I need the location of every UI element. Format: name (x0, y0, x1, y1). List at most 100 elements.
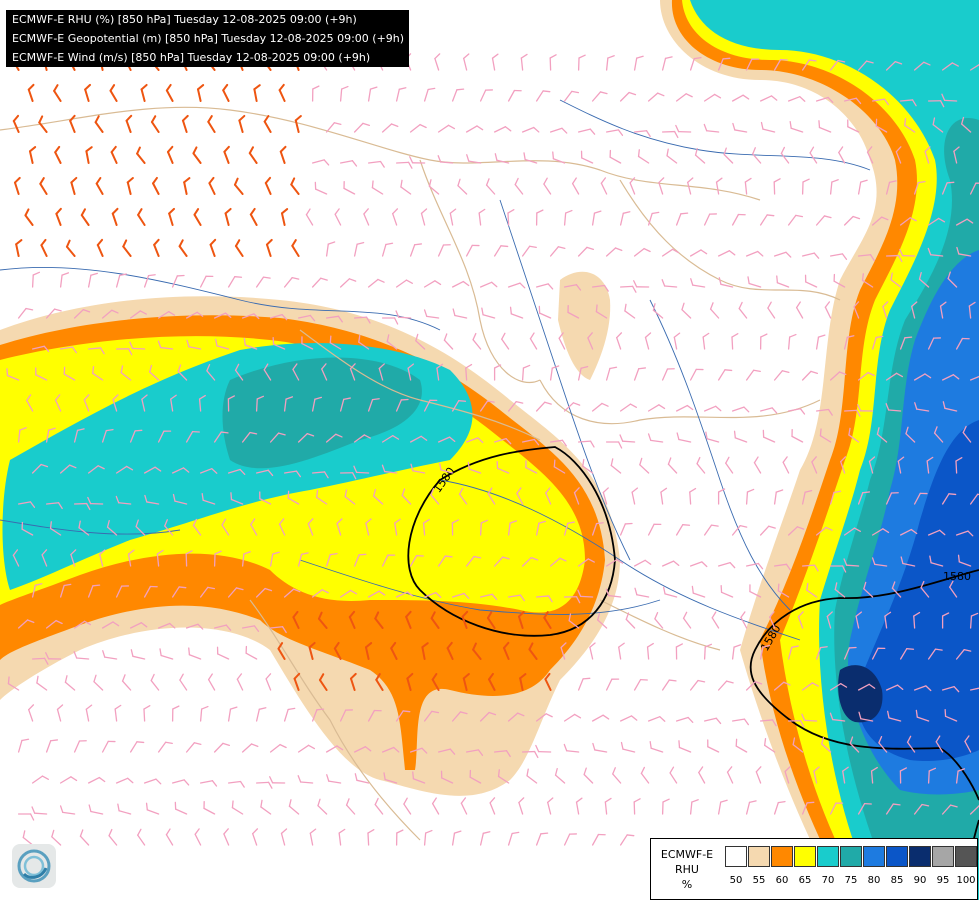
wind-barb (647, 92, 665, 102)
wind-barb (759, 719, 777, 727)
wind-barb (96, 238, 104, 257)
wind-barb (955, 337, 970, 350)
wind-barb (114, 704, 122, 722)
wind-barb (647, 211, 660, 226)
wind-barb (339, 160, 358, 167)
wind-barb (301, 336, 314, 350)
wind-barb (868, 456, 876, 474)
wind-barb (595, 304, 608, 319)
rhu-east-85 (838, 665, 883, 723)
wind-barb (759, 525, 776, 536)
wind-barb (17, 427, 27, 443)
wind-barb (673, 332, 681, 350)
wind-barb (717, 488, 726, 505)
wind-barb (577, 54, 586, 71)
wind-barb (472, 332, 482, 350)
wind-barb (150, 115, 160, 133)
wind-barb (900, 556, 916, 567)
wind-barb (223, 828, 230, 846)
wind-barb (409, 435, 428, 443)
wind-barb (479, 593, 498, 601)
wind-barb (811, 456, 818, 474)
wind-barb (843, 215, 861, 226)
wind-barb (619, 211, 631, 226)
wind-barb (227, 587, 244, 598)
legend-tick-label: 60 (775, 875, 789, 886)
wind-barb (563, 596, 581, 604)
wind-barb (935, 735, 944, 753)
wind-barb (897, 456, 905, 474)
wind-barb (199, 780, 218, 787)
wind-barb (824, 301, 832, 319)
legend-tick-label: 65 (798, 875, 812, 886)
wind-barb (849, 736, 860, 753)
wind-barb (451, 400, 467, 412)
wind-barb (801, 59, 817, 71)
wind-barb (507, 831, 520, 846)
wind-barb (619, 285, 637, 293)
wind-barb (899, 99, 917, 107)
wind-barb (73, 502, 91, 511)
wind-barb (882, 301, 889, 319)
wind-barb (927, 217, 946, 226)
wind-barb (857, 254, 875, 262)
wind-barb (150, 673, 160, 691)
wind-barb (717, 57, 731, 71)
wind-barb (926, 456, 934, 474)
legend-tick-label: 55 (752, 875, 766, 886)
wind-barb (110, 145, 118, 164)
wind-barb (913, 685, 932, 692)
wind-barb (682, 611, 692, 629)
wind-barb (45, 652, 62, 660)
wind-barb (762, 429, 776, 443)
wind-barb (410, 463, 426, 474)
wind-barb (31, 806, 48, 815)
wind-barb (731, 213, 746, 226)
wind-barb (481, 307, 496, 319)
wind-barb (501, 332, 510, 350)
wind-barb (543, 611, 552, 629)
wind-barb (53, 84, 62, 102)
contour-label: 1580 (943, 570, 971, 583)
wind-barb (589, 642, 596, 660)
wind-barb (354, 773, 370, 784)
wind-barb (353, 316, 371, 324)
wind-barb (395, 279, 413, 288)
wind-barb (265, 238, 273, 257)
wind-barb (915, 709, 930, 722)
wind-barb (521, 364, 531, 381)
wind-barb (801, 682, 819, 691)
wind-barb (223, 145, 230, 164)
wind-barb (288, 799, 300, 815)
wind-barb (165, 83, 174, 102)
wind-barb (753, 456, 762, 474)
wind-barb (290, 177, 300, 195)
wind-barb (241, 431, 258, 443)
wind-barb (269, 314, 288, 321)
rhu-east-80 (857, 420, 979, 762)
wind-barb (563, 209, 573, 226)
wind-barb (198, 394, 206, 412)
wind-barb (460, 797, 468, 815)
wind-barb (689, 368, 704, 381)
wind-barb (647, 523, 662, 536)
wind-barb (207, 115, 216, 133)
wind-barb (272, 336, 286, 350)
wind-barb (157, 310, 176, 319)
wind-barb (186, 339, 202, 350)
wind-barb (838, 146, 846, 164)
wind-barb (196, 84, 205, 102)
wind-barb (311, 471, 329, 479)
wind-barb (365, 518, 372, 536)
wind-barb (49, 521, 62, 536)
wind-barb (658, 177, 665, 195)
wind-barb (430, 611, 440, 629)
wind-barb (221, 518, 230, 536)
wind-barb (183, 177, 191, 195)
wind-barb (241, 625, 260, 632)
wind-barb (115, 495, 132, 505)
wind-barb (591, 833, 606, 846)
contour-1580-west (407, 446, 616, 637)
wind-barb (773, 58, 788, 71)
wind-barb (178, 239, 188, 257)
